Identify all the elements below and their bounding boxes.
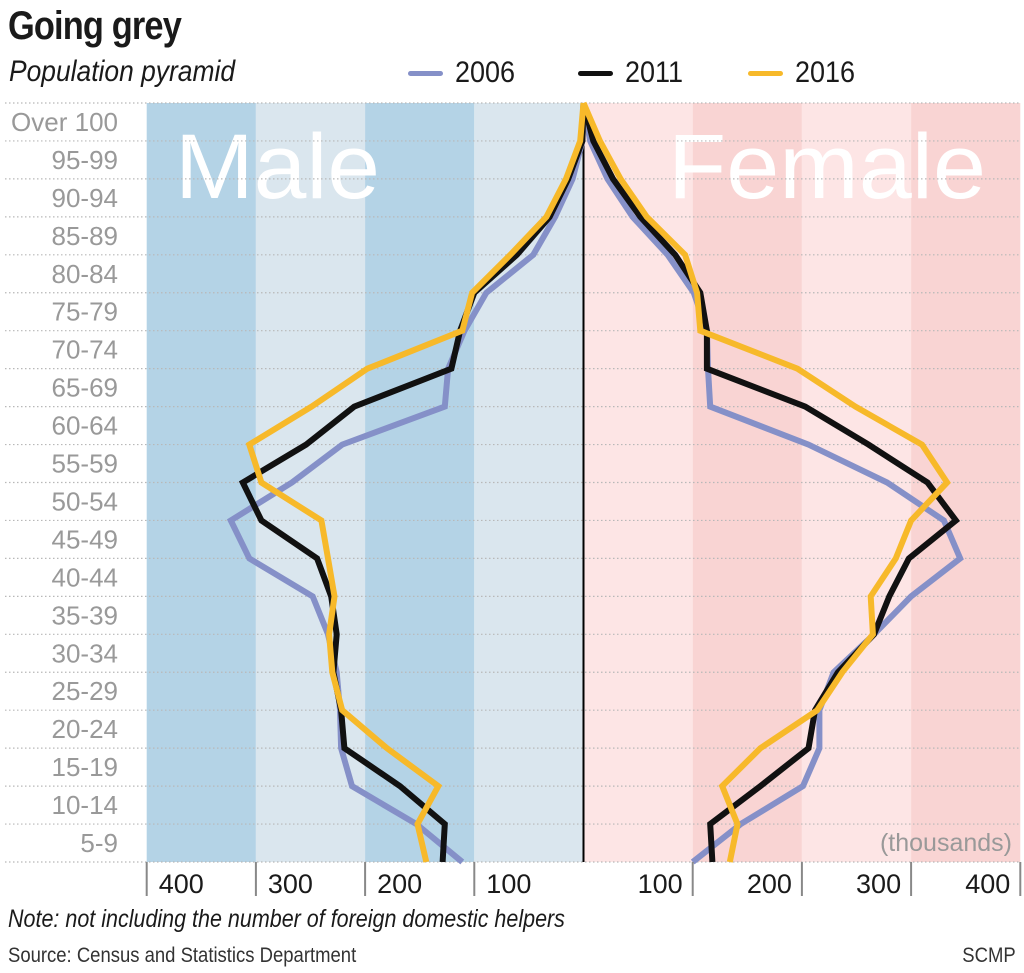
- age-group-label: 10-14: [52, 790, 119, 820]
- age-group-label: Over 100: [11, 107, 118, 137]
- age-group-label: 75-79: [52, 297, 119, 327]
- age-group-label: 85-89: [52, 221, 119, 251]
- legend-item-2011: 2011: [578, 56, 690, 90]
- age-group-label: 40-44: [52, 562, 119, 592]
- male-side-label: Male: [175, 116, 380, 218]
- units-label: (thousands): [880, 829, 1012, 857]
- legend-swatch-2011: [578, 70, 613, 76]
- female-side-label: Female: [668, 116, 986, 218]
- female-line-2016: [580, 101, 951, 863]
- chart-subtitle: Population pyramid: [9, 55, 236, 88]
- age-group-label: 50-54: [52, 486, 119, 516]
- source-credit: Source: Census and Statistics Department: [8, 944, 357, 967]
- legend-label-2016: 2016: [795, 56, 856, 89]
- legend: 2006 2011 2016: [0, 56, 1024, 92]
- publisher-credit: SCMP: [962, 944, 1016, 967]
- female-tick-label: 300: [856, 869, 901, 899]
- legend-item-2016: 2016: [748, 56, 862, 90]
- footnote: Note: not including the number of foreig…: [8, 905, 565, 933]
- age-group-label: 90-94: [52, 183, 119, 213]
- male-line-2011: [238, 102, 587, 863]
- age-group-label: 95-99: [52, 145, 119, 175]
- male-tick-label: 100: [486, 869, 531, 899]
- age-group-label: 80-84: [52, 259, 119, 289]
- female-line-2011: [580, 102, 961, 863]
- male-line-2016: [245, 102, 587, 863]
- legend-swatch-2006: [408, 70, 443, 76]
- male-tick-label: 200: [377, 869, 422, 899]
- age-group-label: 5-9: [80, 828, 118, 858]
- age-group-label: 65-69: [52, 373, 119, 403]
- gridlines: [5, 102, 1020, 863]
- male-tick-label: 300: [268, 869, 313, 899]
- age-group-labels: Over 100 95-99 90-94 85-89 80-84 75-79 70-74 65…: [11, 107, 118, 858]
- x-axis: 400 300 200 100 100 200 300 400: [145, 862, 1022, 899]
- chart-title: Going grey: [8, 4, 182, 48]
- male-band: [365, 103, 475, 862]
- legend-label-2006: 2006: [455, 56, 516, 89]
- age-group-label: 60-64: [52, 411, 119, 441]
- female-tick-label: 100: [638, 869, 683, 899]
- female-tick-label: 200: [747, 869, 792, 899]
- age-group-label: 55-59: [52, 449, 119, 479]
- age-group-label: 25-29: [52, 676, 119, 706]
- legend-swatch-2016: [748, 70, 783, 76]
- age-group-label: 70-74: [52, 335, 119, 365]
- age-group-label: 30-34: [52, 638, 119, 668]
- series-lines: [226, 101, 964, 865]
- male-band: [474, 103, 584, 862]
- male-tick-label: 400: [159, 869, 204, 899]
- age-group-label: 45-49: [52, 524, 119, 554]
- female-line-2006: [580, 102, 964, 865]
- age-group-label: 20-24: [52, 714, 119, 744]
- age-group-label: 15-19: [52, 752, 119, 782]
- female-tick-label: 400: [965, 869, 1010, 899]
- legend-label-2011: 2011: [625, 56, 684, 89]
- age-group-label: 35-39: [52, 600, 119, 630]
- legend-item-2006: 2006: [408, 56, 522, 90]
